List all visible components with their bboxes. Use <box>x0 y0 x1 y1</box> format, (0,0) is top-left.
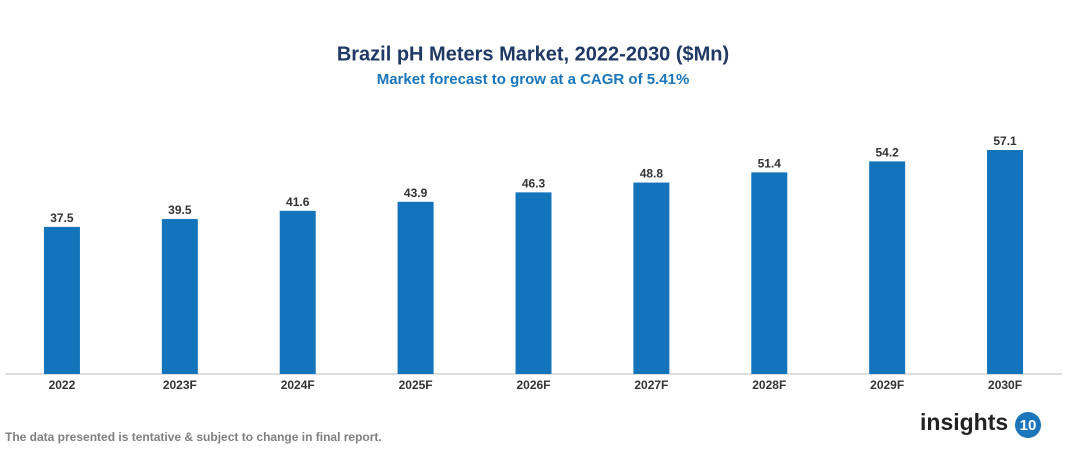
value-label: 48.8 <box>640 167 664 181</box>
chart-subtitle: Market forecast to grow at a CAGR of 5.4… <box>377 71 690 88</box>
footnote: The data presented is tentative & subjec… <box>5 430 382 444</box>
bar <box>397 201 434 374</box>
bar <box>43 226 80 374</box>
bar <box>279 210 316 374</box>
brand-name: insights <box>920 409 1008 435</box>
chart-title: Brazil pH Meters Market, 2022-2030 ($Mn) <box>337 43 729 65</box>
bar <box>987 150 1024 374</box>
value-label: 51.4 <box>758 157 782 171</box>
x-tick-label: 2025F <box>399 378 433 392</box>
value-label: 54.2 <box>875 146 899 160</box>
x-tick-label: 2027F <box>634 378 668 392</box>
x-tick-label: 2024F <box>281 378 315 392</box>
value-label: 43.9 <box>404 186 428 200</box>
value-label: 41.6 <box>286 195 310 209</box>
value-label: 39.5 <box>168 203 192 217</box>
value-label: 37.5 <box>50 211 74 225</box>
value-label: 57.1 <box>993 134 1017 148</box>
bar <box>633 182 670 374</box>
x-tick-label: 2023F <box>163 378 197 392</box>
bar <box>161 219 198 374</box>
x-tick-label: 2022 <box>49 378 76 392</box>
bar <box>515 192 552 374</box>
x-tick-label: 2026F <box>516 378 550 392</box>
x-tick-label: 2029F <box>870 378 904 392</box>
bar <box>869 161 906 374</box>
brand-badge: 10 <box>1020 417 1037 434</box>
brand-badge-circle <box>1015 412 1041 438</box>
x-tick-label: 2028F <box>752 378 786 392</box>
value-label: 46.3 <box>522 177 546 191</box>
x-tick-label: 2030F <box>988 378 1022 392</box>
bar <box>751 172 788 374</box>
